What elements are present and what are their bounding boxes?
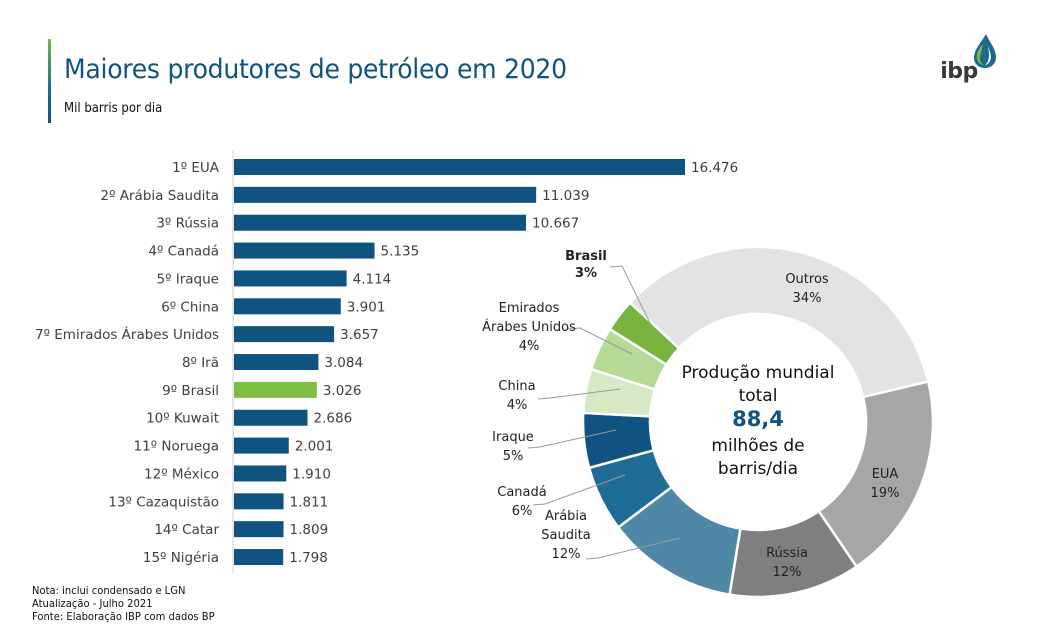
bar-2 — [234, 214, 526, 231]
bar-value-label: 3.084 — [324, 355, 363, 371]
page-title: Maiores produtores de petróleo em 2020 — [64, 54, 567, 85]
bar-7 — [234, 354, 319, 371]
bar-category-label: 3º Rússia — [156, 216, 219, 232]
slice-pct-label: 34% — [793, 291, 822, 306]
slice-pct-label: 3% — [575, 266, 597, 281]
slice-name-label: Iraque — [492, 430, 534, 445]
slice-pct-label: 4% — [507, 398, 528, 413]
bar-5 — [234, 298, 341, 315]
bar-10 — [234, 437, 289, 454]
title-accent-line — [48, 39, 51, 123]
bar-9 — [234, 409, 308, 426]
leader-line — [585, 537, 681, 560]
bar-value-label: 1.798 — [289, 550, 328, 566]
center-unit-line1: milhões de — [711, 436, 804, 456]
bar-12 — [234, 493, 284, 510]
bar-category-label: 13º Cazaquistão — [108, 494, 219, 510]
bar-11 — [234, 465, 287, 482]
slice-name-label: Brasil — [565, 249, 607, 264]
footnotes: Nota: inclui condensado e LGN Atualizaçã… — [32, 585, 215, 624]
center-title-line1: Produção mundial — [682, 363, 835, 383]
bar-13 — [234, 521, 284, 538]
bar-6 — [234, 326, 335, 343]
center-title-line2: total — [739, 386, 778, 406]
ibp-logo-text: ibp — [940, 59, 978, 84]
bar-category-label: 10º Kuwait — [146, 411, 219, 427]
slice-name-label: Saudita — [541, 528, 590, 543]
leader-line — [527, 429, 617, 449]
bar-value-label: 2.001 — [295, 439, 334, 455]
bar-value-label: 3.657 — [340, 327, 379, 343]
slice-pct-label: 12% — [773, 565, 802, 580]
slice-name-label: Outros — [785, 272, 829, 287]
bar-value-label: 16.476 — [691, 160, 738, 176]
donut-slice-8 — [608, 300, 681, 367]
slice-name-label: EUA — [872, 467, 899, 482]
bar-value-label: 11.039 — [542, 188, 589, 204]
donut-slice-0 — [628, 245, 930, 399]
footnote-update: Atualização - Julho 2021 — [32, 598, 153, 610]
slice-name-label: Árabes Unidos — [482, 319, 576, 335]
footnote-source: Fonte: Elaboração IBP com dados BP — [32, 611, 215, 623]
bar-category-label: 9º Brasil — [162, 383, 219, 399]
bar-category-label: 5º Iraque — [157, 271, 219, 287]
slice-pct-label: 19% — [871, 486, 900, 501]
bar-category-label: 11º Noruega — [134, 439, 219, 455]
leader-line — [532, 474, 626, 506]
slice-name-label: China — [498, 379, 535, 394]
bar-value-label: 2.686 — [314, 411, 353, 427]
bar-1 — [234, 186, 537, 203]
slice-name-label: Arábia — [545, 509, 587, 524]
bar-category-label: 6º China — [161, 299, 219, 315]
footnote-note: Nota: inclui condensado e LGN — [32, 585, 186, 597]
center-unit-line2: barris/dia — [718, 459, 798, 479]
slice-name-label: Rússia — [766, 546, 808, 561]
bar-8 — [234, 381, 317, 398]
bar-value-label: 3.026 — [323, 383, 362, 399]
slice-name-label: Canadá — [497, 485, 546, 500]
bar-category-label: 15º Nigéria — [143, 550, 219, 566]
bar-value-label: 1.809 — [290, 522, 329, 538]
page-subtitle: Mil barris por dia — [64, 101, 163, 116]
center-total-value: 88,4 — [732, 407, 784, 431]
bar-value-label: 5.135 — [381, 244, 420, 260]
leader-line — [609, 265, 652, 326]
bar-value-label: 3.901 — [347, 299, 386, 315]
bar-value-label: 1.910 — [292, 466, 331, 482]
leader-line — [537, 388, 621, 400]
bar-14 — [234, 549, 284, 566]
slice-pct-label: 5% — [503, 449, 524, 464]
bar-category-label: 1º EUA — [172, 160, 220, 176]
bar-category-label: 4º Canadá — [148, 244, 219, 260]
slice-name-label: Emirados — [499, 301, 560, 316]
bar-category-label: 12º México — [144, 466, 219, 482]
bar-value-label: 10.667 — [532, 216, 579, 232]
bar-category-label: 14º Catar — [154, 522, 219, 538]
ibp-logo-drop-icon — [974, 34, 996, 68]
bar-3 — [234, 242, 375, 259]
bar-value-label: 1.811 — [290, 494, 329, 510]
bar-0 — [234, 159, 685, 175]
leader-line — [567, 327, 633, 355]
bar-value-label: 4.114 — [353, 271, 392, 287]
slice-pct-label: 12% — [552, 547, 581, 562]
bar-category-label: 8º Irã — [182, 355, 219, 371]
slice-pct-label: 4% — [519, 339, 540, 354]
slice-pct-label: 6% — [512, 504, 533, 519]
bar-category-label: 7º Emirados Árabes Unidos — [35, 326, 219, 343]
bar-4 — [234, 270, 347, 287]
bar-category-label: 2º Arábia Saudita — [101, 188, 219, 204]
